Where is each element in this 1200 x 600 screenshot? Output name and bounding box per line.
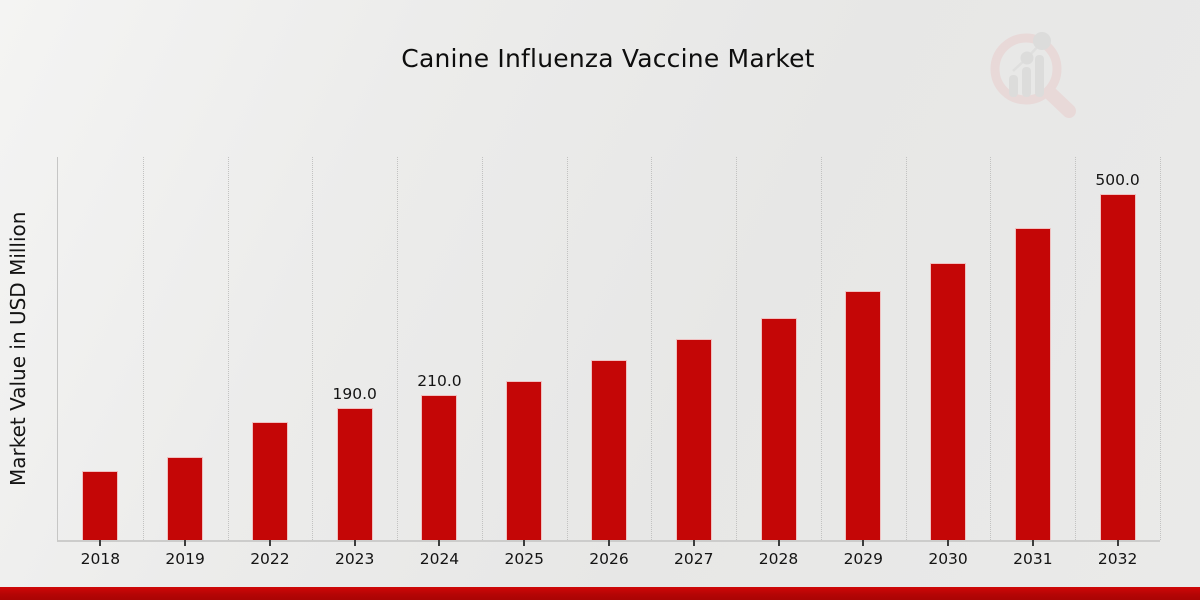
bar-value-label-2024: 210.0 [417, 372, 462, 390]
bar-2031 [1014, 228, 1051, 540]
gridline [566, 157, 568, 540]
bar-2028 [760, 318, 797, 540]
x-tick-label-2027: 2027 [674, 550, 714, 568]
gridline [905, 157, 907, 540]
market-research-magnifier-logo [990, 32, 1076, 118]
x-tick-label-2030: 2030 [928, 550, 968, 568]
x-axis-tick [99, 540, 102, 546]
logo-magnifier-ring [990, 33, 1062, 105]
bar-2030 [930, 263, 967, 540]
gridline [736, 157, 738, 540]
x-tick-label-2024: 2024 [419, 550, 460, 568]
x-tick-label-2018: 2018 [80, 550, 121, 568]
bar-2022 [251, 422, 288, 540]
x-axis-tick [523, 540, 526, 546]
bar-value-label-2032: 500.0 [1095, 171, 1140, 189]
bar-value-label-2023: 190.0 [332, 385, 377, 403]
gridline [990, 157, 992, 540]
logo-dot-small [1020, 51, 1034, 65]
logo-magnifier-handle [1043, 86, 1076, 118]
bar-2019 [167, 457, 204, 540]
bar-2023 [336, 408, 373, 540]
gridline [1160, 157, 1161, 540]
gridline [142, 157, 144, 540]
bottom-accent-bar [0, 587, 1200, 600]
x-axis-tick [692, 540, 695, 546]
logo-bar-short [1009, 75, 1018, 97]
y-axis-label: Market Value in USD Million [6, 211, 30, 486]
x-axis-tick [608, 540, 610, 546]
bar-2026 [591, 360, 627, 540]
bar-2018 [82, 471, 119, 540]
bar-2027 [675, 339, 712, 540]
bar-2032 [1099, 194, 1136, 540]
x-axis-tick [1031, 540, 1034, 546]
gridline [227, 157, 229, 540]
gridline [312, 157, 314, 540]
gridline [651, 157, 653, 540]
x-axis-tick [268, 540, 271, 546]
plot-area: 2018 2019 2022 190.0 2023 210.0 2024 2025 2026 20… [57, 157, 1161, 568]
x-tick-label-2032: 2032 [1097, 550, 1138, 568]
gridline [1075, 157, 1077, 540]
x-axis-tick [438, 540, 441, 546]
chart-title: Canine Influenza Vaccine Market [401, 44, 815, 73]
bar-2025 [506, 381, 543, 540]
gridline [397, 157, 399, 540]
x-axis-tick [862, 540, 865, 546]
x-tick-label-2023: 2023 [334, 550, 375, 568]
bar-2029 [845, 291, 882, 540]
logo-dot-large [1033, 32, 1051, 50]
x-axis-tick [353, 540, 356, 546]
gridline [481, 157, 483, 540]
x-axis-tick [184, 540, 187, 546]
x-tick-label-2025: 2025 [504, 550, 544, 568]
x-axis-tick [1116, 540, 1119, 546]
x-tick-label-2019: 2019 [165, 550, 205, 568]
x-tick-label-2022: 2022 [250, 550, 290, 568]
gridline [820, 157, 822, 540]
x-tick-label-2028: 2028 [758, 550, 799, 568]
x-tick-label-2026: 2026 [589, 550, 629, 568]
logo-bar-medium [1022, 67, 1031, 97]
x-tick-label-2031: 2031 [1013, 550, 1053, 568]
logo-bar-tall [1035, 55, 1044, 97]
x-axis-tick [947, 540, 950, 546]
bar-2024 [421, 395, 458, 540]
x-axis-tick [777, 540, 780, 546]
x-tick-label-2029: 2029 [843, 550, 884, 568]
